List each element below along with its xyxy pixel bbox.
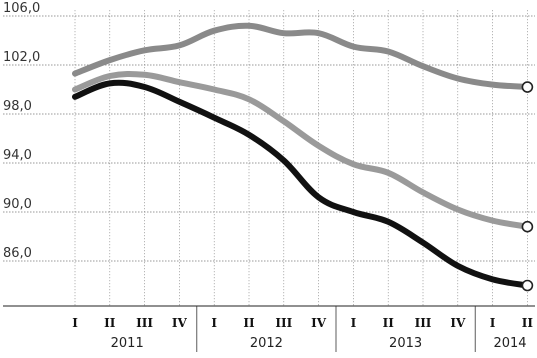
y-tick-label: 106,0 [3,1,40,16]
y-tick-label: 90,0 [3,197,32,212]
x-tick-label: IV [172,316,188,330]
x-tick-label: IV [450,316,466,330]
x-tick-label: III [136,316,153,330]
y-tick-label: 86,0 [3,246,32,261]
x-tick-label: I [211,316,217,330]
x-tick-label: II [104,316,116,330]
series-1-end-marker [521,81,534,93]
x-tick-label: II [383,316,395,330]
x-tick-label: IV [311,316,327,330]
y-tick-label: 94,0 [3,148,32,163]
series-line-3 [72,79,531,289]
x-tick-label: I [72,316,78,330]
year-label: 2014 [493,336,526,351]
y-axis: 106,0 102,0 98,0 94,0 90,0 86,0 [3,1,40,261]
year-label: 2012 [250,336,283,351]
series-group [72,22,534,292]
x-tick-label: III [275,316,292,330]
series-3-end-marker [521,279,534,292]
series-line-2 [72,71,531,230]
y-tick-label: 98,0 [3,99,32,114]
x-tick-label: I [351,316,357,330]
x-tick-label: III [415,316,432,330]
y-tick-label: 102,0 [3,50,40,65]
x-tick-label: II [522,316,534,330]
x-tick-label: I [490,316,496,330]
year-label: 2011 [111,336,144,351]
year-label: 2013 [389,336,422,351]
series-2-end-marker [521,220,534,233]
x-tick-label: II [243,316,255,330]
series-line-1 [72,22,531,90]
